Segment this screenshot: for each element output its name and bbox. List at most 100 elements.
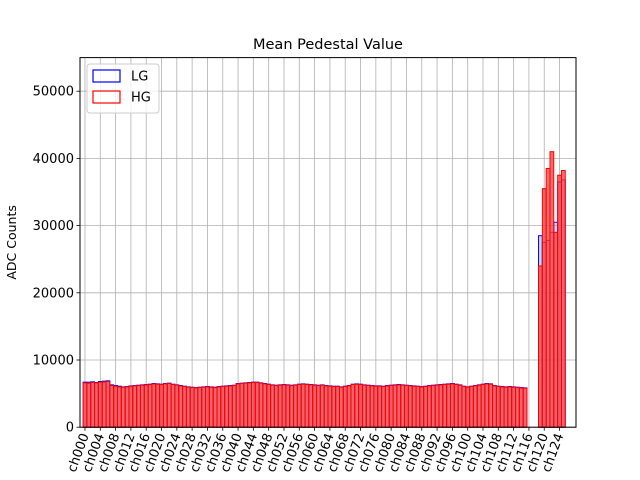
bar-hg <box>427 385 432 428</box>
bar-hg <box>541 188 547 428</box>
bar-hg <box>289 385 295 428</box>
bar-hg <box>400 384 406 428</box>
bar-hg <box>193 387 199 428</box>
bar-hg <box>499 386 505 428</box>
bar-hg <box>373 385 379 428</box>
y-tick-label: 50000 <box>33 85 74 100</box>
bar-hg <box>511 386 516 428</box>
bar-hg <box>205 386 210 428</box>
bar-hg <box>515 387 520 428</box>
plot-frame <box>79 57 577 428</box>
bar-hg <box>354 383 360 428</box>
legend-swatch-lg <box>92 69 121 83</box>
bar-hg <box>94 382 99 428</box>
bar-hg <box>208 386 214 428</box>
bar-hg <box>507 386 513 428</box>
bar-hg <box>151 383 157 428</box>
bar-hg <box>182 386 187 428</box>
y-tick-label: 30000 <box>33 219 74 234</box>
bar-hg <box>296 384 302 428</box>
bar-hg <box>538 265 543 428</box>
bar-hg <box>323 385 329 428</box>
bar-hg <box>381 386 386 428</box>
bar-hg <box>457 384 463 428</box>
bar-hg <box>220 386 226 428</box>
bar-hg <box>446 383 451 428</box>
legend-swatch-hg <box>92 90 121 104</box>
bar-hg <box>231 385 237 428</box>
y-tick-label: 20000 <box>33 286 74 301</box>
bar-hg <box>250 382 256 428</box>
legend-label-hg: HG <box>131 91 151 106</box>
bar-hg <box>185 386 191 428</box>
bar-hg <box>365 385 371 428</box>
bar-hg <box>442 384 448 428</box>
bar-hg <box>270 384 275 428</box>
bar-hg <box>212 387 218 428</box>
y-tick-label: 10000 <box>33 354 74 369</box>
bar-hg <box>239 383 245 428</box>
bar-hg <box>545 167 551 428</box>
bar-hg <box>438 384 444 428</box>
bar-hg <box>254 382 260 428</box>
bar-hg <box>319 384 325 428</box>
bar-hg <box>117 386 122 428</box>
bar-hg <box>293 384 298 428</box>
bar-hg <box>465 386 471 428</box>
bar-hg <box>273 385 279 428</box>
bar-hg <box>369 385 375 428</box>
bar-hg <box>407 385 413 428</box>
bar-hg <box>162 383 168 428</box>
bar-hg <box>140 384 145 428</box>
bars-layer <box>82 151 566 428</box>
bar-hg <box>331 386 337 428</box>
bar-hg <box>143 384 149 428</box>
bar-hg <box>472 385 478 428</box>
bar-hg <box>415 386 421 428</box>
bar-hg <box>281 384 287 428</box>
bar-hg <box>361 384 367 428</box>
bar-hg <box>480 384 486 428</box>
bar-hg <box>346 385 352 428</box>
bar-hg <box>450 383 455 428</box>
bar-hg <box>124 386 130 428</box>
bar-hg <box>553 231 559 428</box>
bar-hg <box>342 386 348 428</box>
y-tick-label: 40000 <box>33 152 74 167</box>
bar-hg <box>224 385 229 428</box>
bar-hg <box>101 381 107 428</box>
bar-hg <box>388 385 394 428</box>
bar-hg <box>113 385 118 428</box>
legend: LG HG <box>86 63 160 114</box>
bar-hg <box>404 385 409 428</box>
bar-hg <box>335 386 340 428</box>
bar-hg <box>560 169 566 428</box>
bar-hg <box>492 385 497 428</box>
legend-box <box>86 63 160 114</box>
bar-hg <box>453 384 459 428</box>
bar-hg <box>339 386 344 428</box>
bar-hg <box>178 385 184 428</box>
bar-hg <box>522 387 528 428</box>
bar-hg <box>189 387 195 428</box>
bar-hg <box>97 381 103 428</box>
bar-hg <box>132 385 138 428</box>
bar-hg <box>423 386 428 428</box>
bar-hg <box>201 386 206 428</box>
bar-hg <box>228 385 233 428</box>
bar-hg <box>109 385 115 428</box>
bar-hg <box>82 382 88 428</box>
y-tick-label: 0 <box>66 421 74 436</box>
bar-hg <box>350 384 356 428</box>
bar-hg <box>495 386 501 428</box>
bar-hg <box>549 151 555 428</box>
bar-hg <box>166 383 172 428</box>
bar-hg <box>312 384 317 428</box>
bar-hg <box>159 384 164 428</box>
bar-hg <box>392 384 398 428</box>
bar-hg <box>411 385 417 428</box>
bar-hg <box>469 386 474 428</box>
bar-hg <box>216 386 222 428</box>
bar-hg <box>304 384 310 428</box>
